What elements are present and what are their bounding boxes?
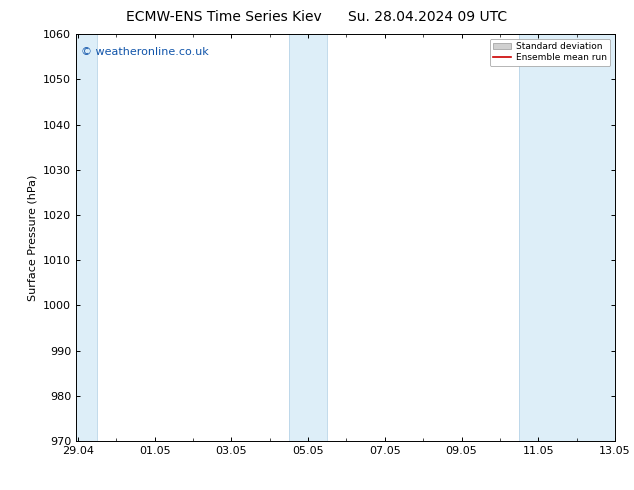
Bar: [519, 34, 538, 441]
Legend: Standard deviation, Ensemble mean run: Standard deviation, Ensemble mean run: [489, 39, 611, 66]
Text: ECMW-ENS Time Series Kiev      Su. 28.04.2024 09 UTC: ECMW-ENS Time Series Kiev Su. 28.04.2024…: [126, 10, 508, 24]
Bar: [308, 34, 327, 441]
Bar: [289, 34, 308, 441]
Bar: [538, 34, 617, 441]
Text: © weatheronline.co.uk: © weatheronline.co.uk: [81, 47, 209, 56]
Y-axis label: Surface Pressure (hPa): Surface Pressure (hPa): [27, 174, 37, 301]
Bar: [76, 34, 97, 441]
